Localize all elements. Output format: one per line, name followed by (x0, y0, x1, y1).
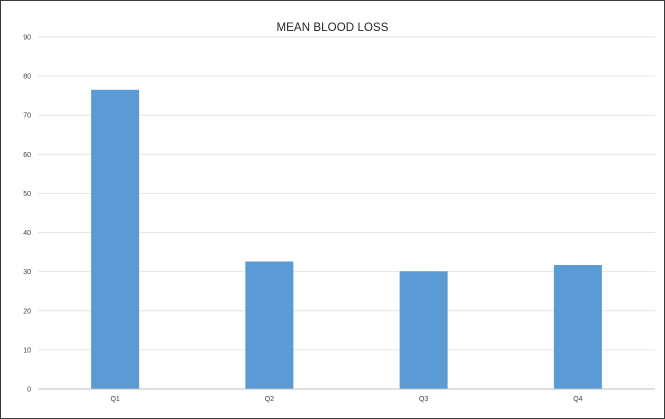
bar-q4 (553, 265, 602, 389)
y-tick-label-50: 50 (23, 191, 31, 198)
y-tick-label-80: 80 (23, 74, 31, 81)
y-tick-label-0: 0 (27, 387, 31, 394)
bar-q2 (245, 261, 294, 389)
tick-labels: 0 10 20 30 40 50 60 70 80 90 Q1 Q2 Q3 Q4 (23, 35, 582, 404)
x-tick-label-q4: Q4 (573, 396, 582, 403)
bar-q3 (399, 271, 448, 389)
bars (91, 89, 602, 390)
y-tick-label-60: 60 (23, 152, 31, 159)
y-tick-label-10: 10 (23, 347, 31, 354)
chart-title: MEAN BLOOD LOSS (276, 22, 389, 34)
x-tick-label-q3: Q3 (419, 396, 428, 403)
y-tick-label-30: 30 (23, 269, 31, 276)
y-tick-label-40: 40 (23, 230, 31, 237)
bar-q1 (91, 89, 140, 390)
y-tick-label-20: 20 (23, 308, 31, 315)
x-tick-label-q1: Q1 (110, 396, 119, 403)
y-tick-label-90: 90 (23, 35, 31, 42)
x-tick-label-q2: Q2 (265, 396, 274, 403)
y-tick-label-70: 70 (23, 113, 31, 120)
gridlines (38, 36, 655, 351)
